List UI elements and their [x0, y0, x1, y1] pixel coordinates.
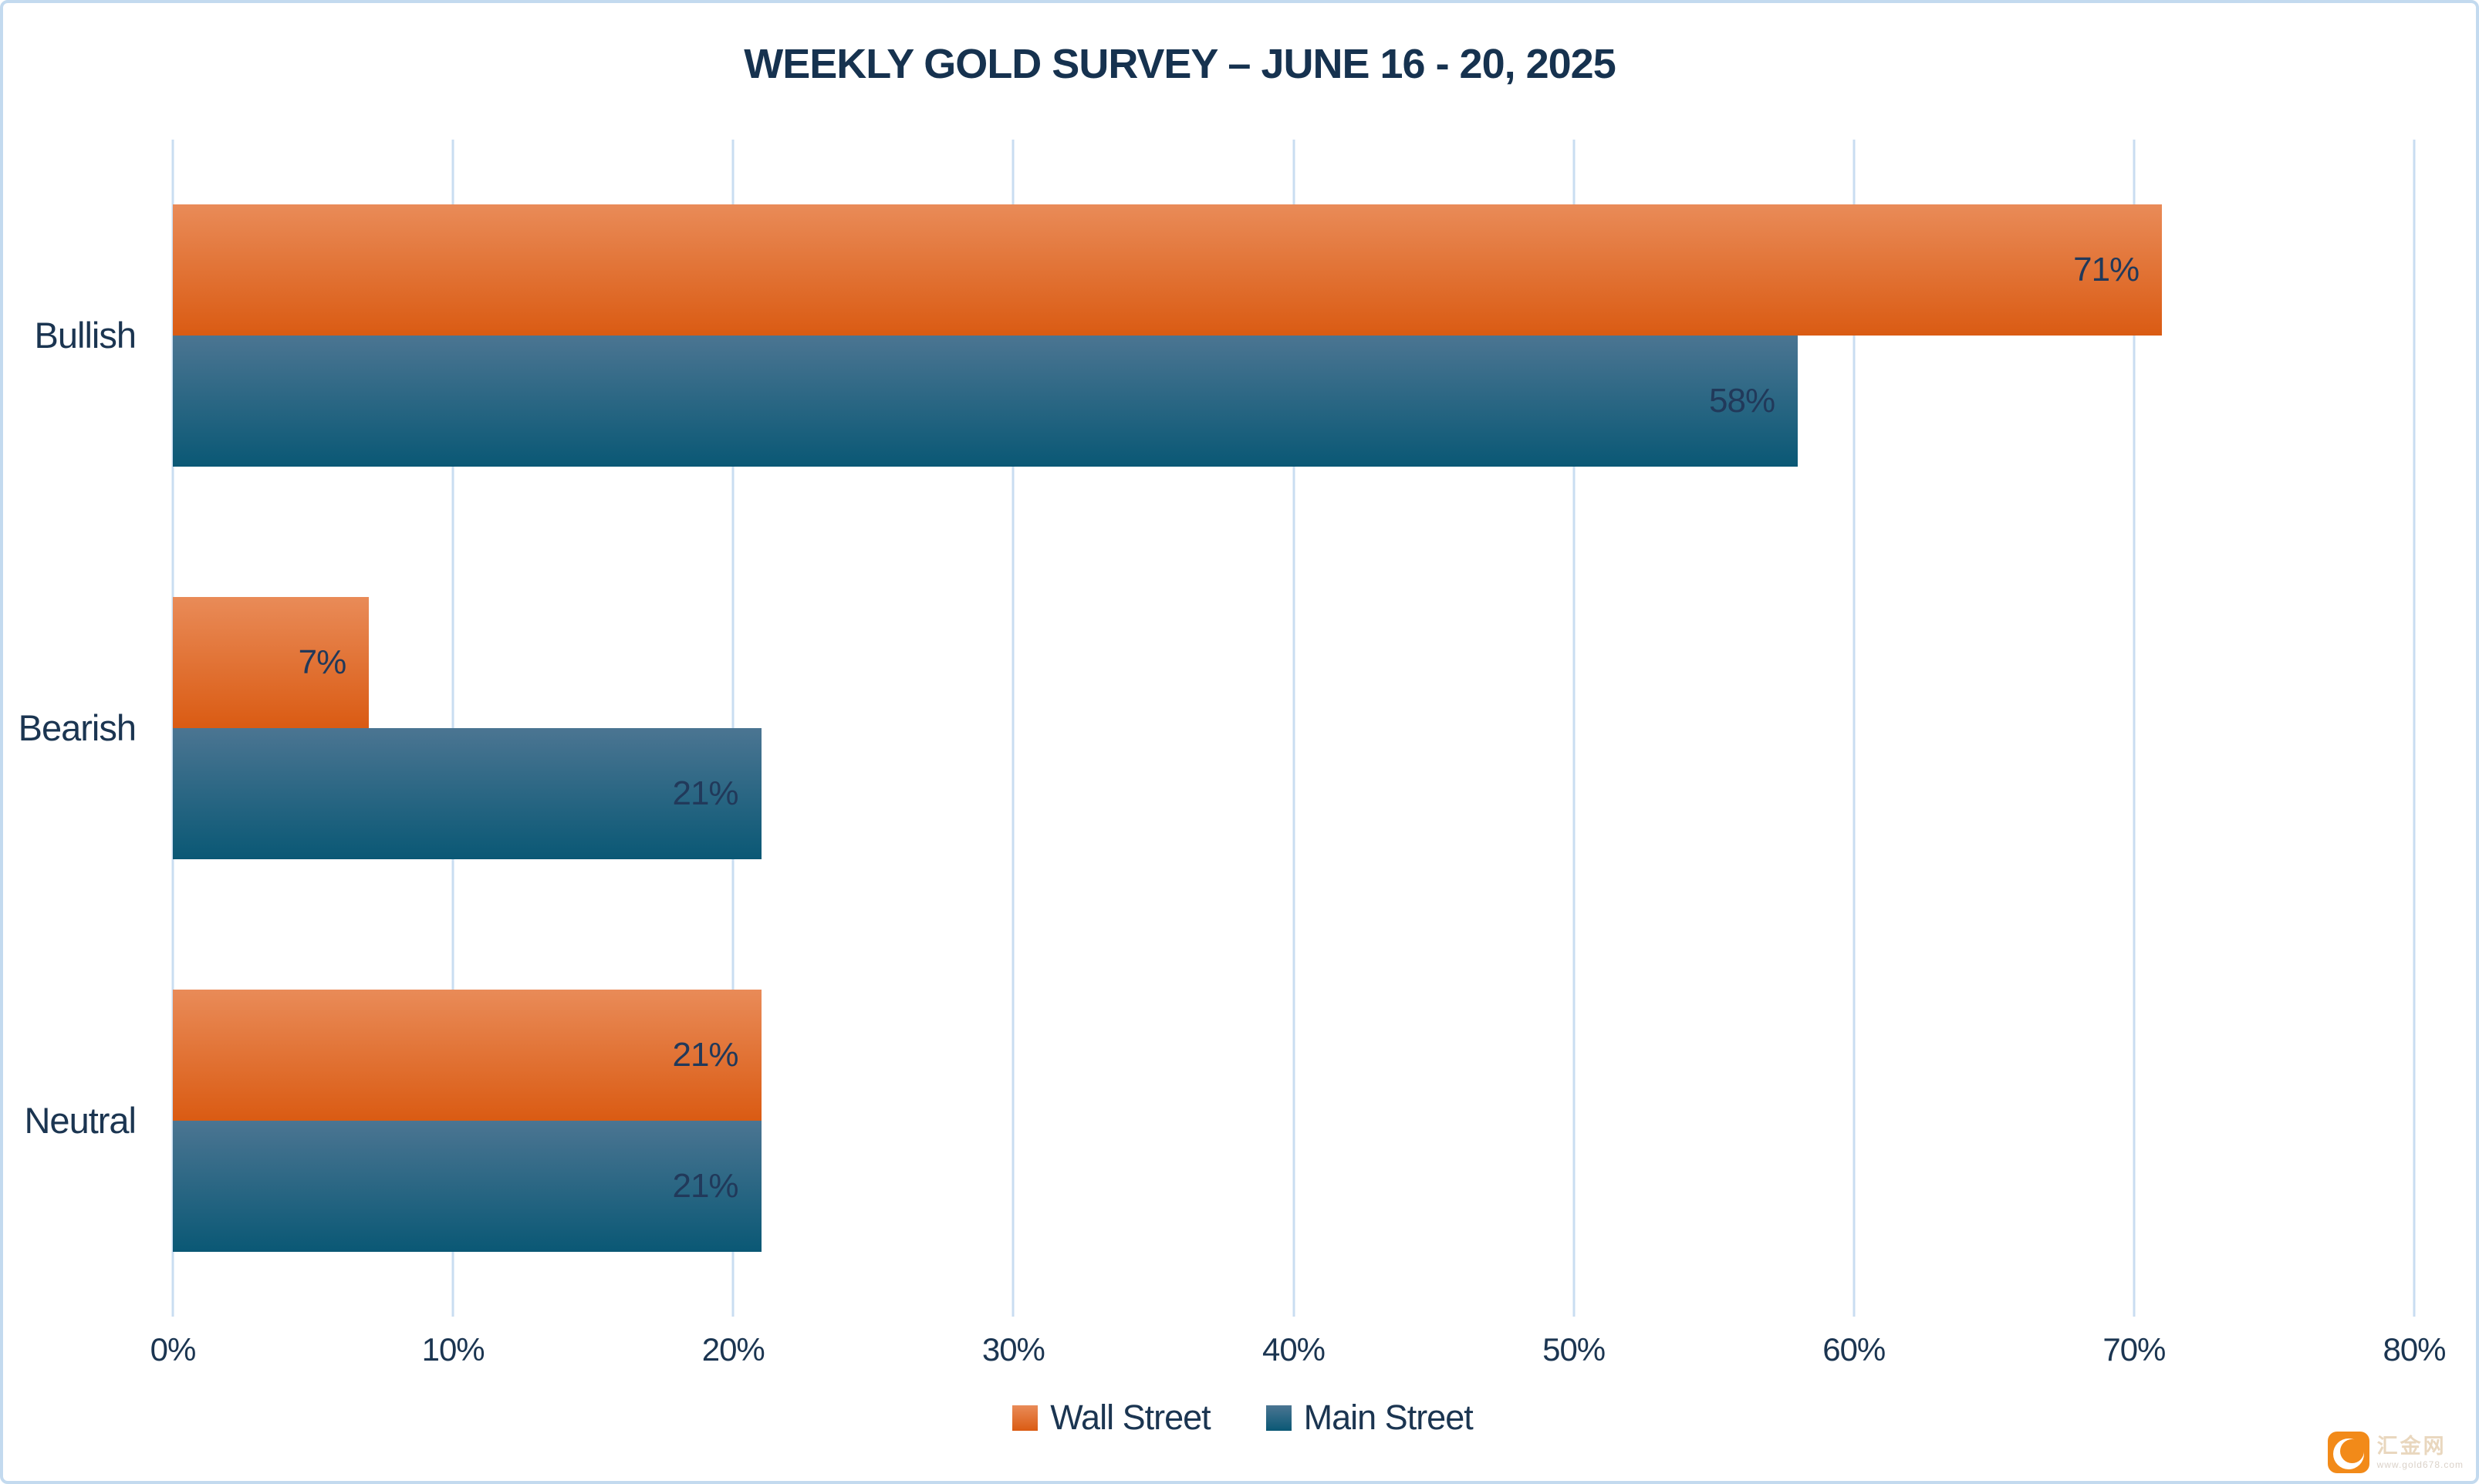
- x-gridline: [1572, 140, 1576, 1317]
- bar-main-street-bullish: 58%: [173, 336, 1798, 467]
- x-tick-label: 20%: [701, 1331, 765, 1368]
- x-tick-label: 10%: [421, 1331, 485, 1368]
- x-tick-label: 60%: [1822, 1331, 1886, 1368]
- watermark-site-name: 汇金网: [2376, 1434, 2447, 1458]
- x-gridline: [2413, 140, 2416, 1317]
- category-label-bullish: Bullish: [34, 315, 137, 356]
- bar-main-street-neutral: 21%: [173, 1120, 762, 1252]
- bar-value-label: 58%: [1709, 382, 1775, 420]
- x-tick-label: 30%: [981, 1331, 1045, 1368]
- bar-wall-street-bearish: 7%: [173, 597, 370, 728]
- bar-wall-street-neutral: 21%: [173, 989, 762, 1121]
- bar-wall-street-bullish: 71%: [173, 204, 2163, 336]
- x-gridline: [1012, 140, 1015, 1317]
- bar-main-street-bearish: 21%: [173, 728, 762, 859]
- bar-value-label: 71%: [2073, 251, 2140, 289]
- x-tick-label: 0%: [150, 1331, 197, 1368]
- watermark-text: 汇金网 www.gold678.com: [2376, 1434, 2464, 1470]
- x-axis: 0% 10% 20% 30% 40% 50% 60% 70% 80%: [150, 1331, 2447, 1378]
- x-tick-label: 80%: [2383, 1331, 2446, 1368]
- x-gridline: [1292, 140, 1295, 1317]
- bar-value-label: 21%: [672, 1166, 738, 1205]
- category-label-neutral: Neutral: [24, 1099, 137, 1141]
- x-tick-label: 40%: [1261, 1331, 1326, 1368]
- x-gridline: [2133, 140, 2136, 1317]
- legend-label: Main Street: [1303, 1398, 1474, 1437]
- plot-area: 71% 58% 7% 21% 21% 21%: [171, 140, 2416, 1317]
- x-tick-label: 50%: [1542, 1331, 1606, 1368]
- bar-value-label: 21%: [672, 774, 738, 812]
- chart-title: WEEKLY GOLD SURVEY – JUNE 16 - 20, 2025: [744, 41, 1616, 87]
- x-gridline: [1852, 140, 1856, 1317]
- legend-label: Wall Street: [1050, 1398, 1211, 1437]
- legend-swatch-wall-street: [1012, 1405, 1039, 1431]
- legend-item-main-street: Main Street: [1265, 1398, 1474, 1438]
- category-label-bearish: Bearish: [18, 707, 137, 748]
- huijin-swirl-icon: [2327, 1432, 2369, 1473]
- category-axis: Bullish Bearish Neutral: [3, 140, 137, 1317]
- watermark-logo: 汇金网 www.gold678.com: [2327, 1432, 2464, 1473]
- bar-value-label: 7%: [298, 643, 347, 681]
- x-tick-label: 70%: [2102, 1331, 2166, 1368]
- legend-item-wall-street: Wall Street: [1012, 1398, 1211, 1438]
- swirl-inner: [2339, 1439, 2364, 1463]
- watermark-site-url: www.gold678.com: [2376, 1459, 2464, 1470]
- legend: Wall Street Main Street: [3, 1398, 2479, 1438]
- bar-value-label: 21%: [672, 1035, 738, 1074]
- legend-swatch-main-street: [1265, 1405, 1292, 1431]
